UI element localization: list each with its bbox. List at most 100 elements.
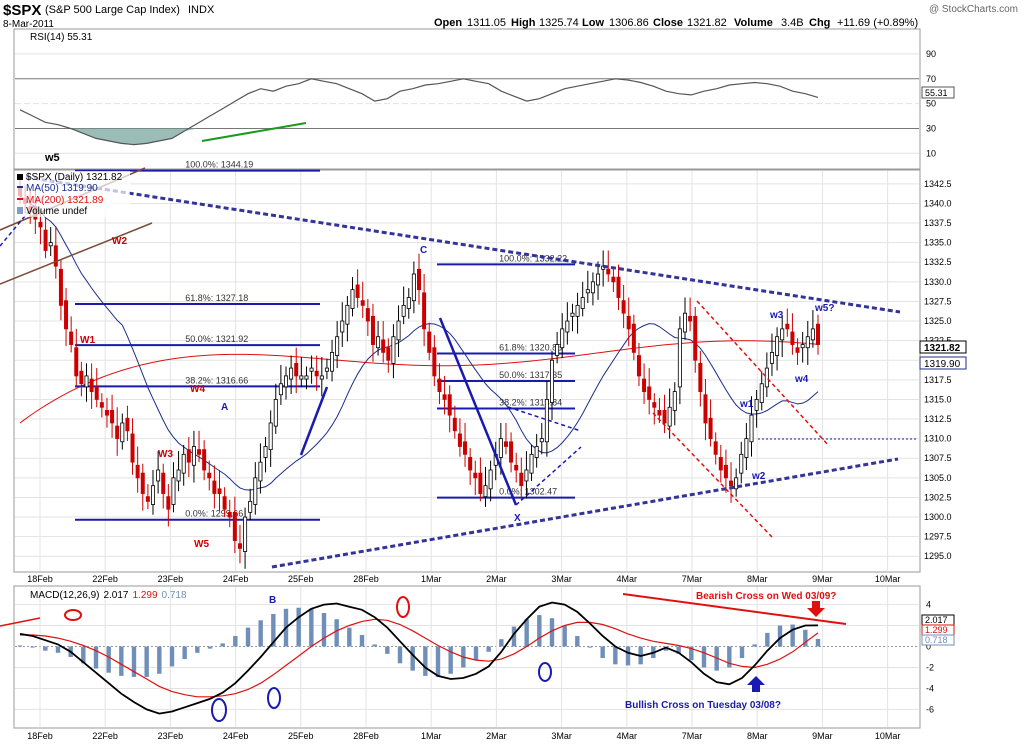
macd-hist-bar (524, 619, 529, 647)
macd-hist-bar (106, 646, 111, 673)
ohlc-readout: Open 1311.05 High 1325.74 Low 1306.86 Cl… (434, 17, 918, 29)
ma50-tag-value: 1319.90 (924, 359, 961, 370)
candle-body (304, 375, 309, 380)
date-tick-label: 1Mar (421, 731, 442, 741)
close-value: 1321.82 (687, 17, 727, 29)
macd-value: 2.017 (103, 590, 128, 601)
candle-body (58, 268, 63, 306)
wave-label: B (269, 595, 276, 606)
date-tick-label: 22Feb (92, 574, 118, 584)
ma50-line (19, 195, 819, 491)
left-channel-top (0, 222, 153, 285)
wave-label: W5 (194, 539, 209, 550)
volume-label: Volume (734, 17, 773, 29)
price-tick-label: 1332.5 (924, 257, 952, 267)
macd-tick-label: -4 (926, 683, 934, 693)
price-tick-label: 1310.0 (924, 434, 952, 444)
candle-body (135, 464, 140, 479)
date-tick-label: 18Feb (27, 574, 53, 584)
macd-hist-bar (144, 646, 149, 677)
bearish-arrow-icon (807, 601, 825, 617)
candle-body (166, 496, 171, 510)
candle-body (237, 543, 242, 549)
legend-price: $SPX (Daily) 1321.82 (26, 172, 123, 183)
macd-hist-bar (815, 638, 821, 647)
low-label: Low (582, 17, 604, 29)
fib-level-label: 61.8%: 1327.18 (185, 293, 248, 303)
candle-body (406, 297, 411, 309)
candle-body (150, 485, 155, 505)
candle-body (539, 438, 544, 443)
candle-body (202, 449, 207, 471)
rsi-panel (13, 28, 921, 170)
date-tick-label: 4Mar (617, 731, 638, 741)
cross-marker-3 (267, 687, 281, 709)
rsi-line (19, 78, 819, 146)
date-tick-label: 3Mar (551, 574, 572, 584)
macd-label-name: MACD(12,26,9) (30, 590, 99, 601)
candle-body (647, 386, 652, 400)
bullish-annotation: Bullish Cross on Tuesday 03/08? (625, 700, 781, 711)
candle-body (514, 464, 519, 471)
fib-level-label: 100.0%: 1332.22 (499, 253, 567, 263)
high-value: 1325.74 (539, 17, 579, 29)
hist-value: 0.718 (162, 590, 187, 601)
date-tick-label: 24Feb (223, 574, 249, 584)
candle-body (816, 323, 821, 345)
candle-body (156, 469, 161, 482)
candle-body (667, 406, 672, 427)
macd-hist-bar (334, 619, 339, 647)
date-tick-label: 18Feb (27, 731, 53, 741)
macd-histogram (17, 607, 821, 677)
candle-body (258, 461, 263, 482)
candle-body (345, 304, 350, 325)
chg-value: +11.69 (+0.89%) (837, 17, 918, 29)
fib-level-label: 50.0%: 1321.92 (185, 334, 248, 344)
candle-body (212, 480, 217, 494)
candle-body (657, 410, 662, 416)
candle-body (596, 273, 601, 286)
candle-body (642, 378, 647, 392)
candle-body (401, 304, 406, 317)
candle-body (43, 229, 48, 251)
wave-labels: w5 W2 W1 W4 W3 W5 A B C Xw1 w2 w3 w4 w5? (44, 152, 834, 606)
macd-hist-bar (575, 636, 580, 647)
candle-body (416, 268, 421, 291)
date-tick-label: 23Feb (158, 731, 184, 741)
candle-body (590, 281, 595, 294)
date-tick-label: 9Mar (812, 574, 833, 584)
candle-body (498, 438, 503, 458)
rsi-label: RSI(14) 55.31 (30, 32, 93, 43)
macd-hist-bar (296, 607, 301, 647)
candle-body (381, 339, 386, 353)
candle-body (94, 386, 99, 400)
date-tick-label: 4Mar (617, 574, 638, 584)
last-price-value: 1321.82 (924, 343, 961, 354)
wave-label: w3 (769, 310, 784, 321)
open-value: 1311.05 (467, 17, 506, 29)
date-tick-label: 28Feb (353, 731, 379, 741)
candle-body (759, 383, 764, 403)
date-tick-label: 3Mar (551, 731, 572, 741)
x-upper-dash (507, 406, 582, 432)
chart-symbol: $SPX (3, 2, 41, 19)
candle-body (330, 351, 335, 372)
upper-trendline (17, 174, 901, 314)
macd-hist-bar (55, 646, 61, 653)
wave-label: C (420, 245, 427, 256)
candle-body (350, 289, 355, 309)
date-tick-label: 8Mar (747, 731, 768, 741)
candle-body (38, 221, 43, 228)
wave-label: W3 (158, 449, 173, 460)
macd-hist-bar (233, 636, 238, 647)
macd-hist-bar (131, 646, 137, 677)
candle-body (411, 273, 416, 302)
macd-hist-bar (220, 643, 225, 647)
date-tick-label: 7Mar (682, 731, 703, 741)
candle-body (631, 323, 636, 353)
chart-exchange: INDX (188, 4, 215, 16)
date-axis-upper: 18Feb 22Feb 23Feb 24Feb 25Feb 28Feb 1Mar 2Mar 3M… (27, 574, 900, 584)
price-tick-label: 1297.5 (924, 532, 952, 542)
chart-date: 8-Mar-2011 (3, 19, 54, 30)
